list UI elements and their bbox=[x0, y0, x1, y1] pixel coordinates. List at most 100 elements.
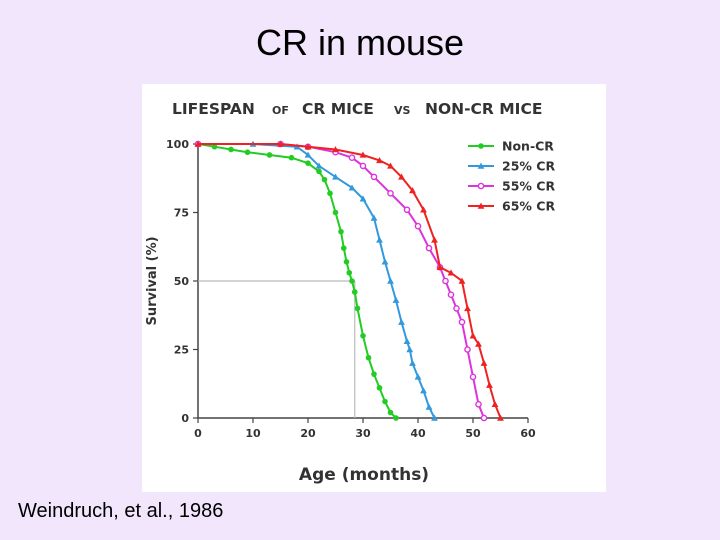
legend-marker-3 bbox=[477, 202, 485, 209]
series-0-point-17 bbox=[354, 305, 361, 312]
series-1-point-13 bbox=[398, 318, 405, 325]
x-tick-label-4: 40 bbox=[410, 427, 426, 440]
series-0-point-13 bbox=[343, 259, 350, 265]
series-3-point-10 bbox=[431, 236, 438, 243]
series-3-point-13 bbox=[458, 277, 466, 284]
legend-label-1: 25% CR bbox=[502, 159, 555, 174]
series-2-point-7 bbox=[387, 190, 394, 197]
series-3-point-17 bbox=[480, 359, 488, 366]
series-0-point-8 bbox=[321, 176, 328, 183]
series-1-point-14 bbox=[403, 337, 411, 344]
series-0 bbox=[195, 141, 399, 421]
series-0-point-21 bbox=[376, 385, 383, 391]
y-tick-label-0: 0 bbox=[181, 412, 189, 425]
series-1-point-15 bbox=[406, 346, 414, 353]
x-tick-label-3: 30 bbox=[355, 427, 371, 440]
series-1-point-11 bbox=[387, 277, 394, 284]
series-3-point-8 bbox=[409, 187, 416, 194]
citation: Weindruch, et al., 1986 bbox=[18, 500, 224, 522]
series-2-point-9 bbox=[414, 222, 422, 230]
series-1-point-4 bbox=[315, 162, 323, 169]
x-tick-label-0: 0 bbox=[194, 427, 202, 440]
y-tick-label-4: 100 bbox=[166, 138, 189, 151]
y-tick-label-3: 75 bbox=[174, 207, 189, 220]
series-0-point-7 bbox=[316, 168, 322, 175]
x-axis-label: Age (months) bbox=[299, 465, 429, 485]
y-tick-label-1: 25 bbox=[174, 344, 189, 357]
x-tick-label-6: 60 bbox=[520, 427, 536, 440]
series-0-point-6 bbox=[305, 160, 311, 166]
series-0-point-2 bbox=[228, 146, 234, 153]
series-3-point-2 bbox=[304, 143, 312, 150]
x-tick-label-5: 50 bbox=[465, 427, 481, 440]
series-3-point-15 bbox=[469, 332, 477, 339]
series-0-point-9 bbox=[327, 190, 333, 197]
series-0-point-19 bbox=[365, 354, 372, 361]
series-0-point-22 bbox=[382, 398, 388, 405]
legend-label-0: Non-CR bbox=[502, 139, 554, 154]
series-0-point-14 bbox=[346, 269, 353, 276]
series-2-point-14 bbox=[453, 305, 460, 312]
series-2-point-5 bbox=[359, 162, 367, 170]
survival-chart: LIFESPAN OF CR MICE VS NON-CR MICE 0 10 20… bbox=[145, 100, 555, 485]
series-2-point-16 bbox=[464, 346, 471, 353]
series-3-point-6 bbox=[387, 162, 394, 169]
series-3-point-20 bbox=[497, 414, 504, 421]
series-1-point-20 bbox=[431, 414, 438, 421]
legend-marker-0 bbox=[478, 143, 484, 149]
y-axis-label: Survival (%) bbox=[145, 236, 160, 325]
series-2-point-19 bbox=[480, 414, 488, 422]
series-2-point-15 bbox=[458, 318, 466, 326]
series-1-point-18 bbox=[420, 387, 427, 394]
legend-marker-1 bbox=[477, 162, 485, 169]
series-0-point-18 bbox=[360, 333, 366, 339]
x-tick-label-2: 20 bbox=[300, 427, 316, 440]
chart-title-part-3: VS bbox=[394, 104, 411, 117]
series-0-point-12 bbox=[340, 245, 347, 251]
series-2-point-6 bbox=[370, 173, 378, 181]
series-2-point-12 bbox=[442, 277, 449, 285]
series-0-point-4 bbox=[266, 152, 273, 158]
series-1-point-19 bbox=[425, 403, 433, 410]
chart-title-part-1: OF bbox=[272, 104, 289, 117]
x-tick-label-1: 10 bbox=[245, 427, 261, 440]
chart-title-part-4: NON-CR MICE bbox=[425, 100, 542, 118]
legend-label-2: 55% CR bbox=[502, 179, 555, 194]
series-0-point-3 bbox=[244, 149, 251, 156]
series-3-point-12 bbox=[447, 269, 455, 276]
series-3-point-19 bbox=[491, 400, 499, 408]
legend-marker-2 bbox=[477, 182, 485, 190]
series-0-point-10 bbox=[332, 209, 339, 216]
series-3-point-18 bbox=[486, 381, 493, 388]
series-1-point-9 bbox=[376, 236, 383, 243]
series-3-point-0 bbox=[194, 140, 202, 147]
series-0-point-5 bbox=[288, 154, 295, 161]
series-2-point-18 bbox=[475, 400, 482, 408]
series-0-point-15 bbox=[349, 278, 355, 284]
chart-title-part-2: CR MICE bbox=[302, 100, 374, 118]
series-3 bbox=[194, 140, 504, 421]
series-0-point-11 bbox=[338, 228, 344, 235]
series-2 bbox=[194, 140, 488, 422]
series-3-point-4 bbox=[359, 151, 367, 158]
series-1-point-12 bbox=[392, 296, 400, 303]
series-0-point-24 bbox=[393, 415, 399, 421]
series-1-point-5 bbox=[332, 173, 339, 180]
slide-title: CR in mouse bbox=[255, 22, 465, 63]
series-3-point-16 bbox=[475, 340, 482, 347]
series-3-point-7 bbox=[398, 173, 405, 180]
series-2-point-17 bbox=[469, 373, 477, 381]
series-1-point-6 bbox=[348, 184, 356, 191]
series-3-point-3 bbox=[332, 146, 339, 153]
series-1-point-7 bbox=[359, 195, 367, 202]
legend-label-3: 65% CR bbox=[502, 199, 555, 214]
chart-figure: LIFESPAN OF CR MICE VS NON-CR MICE 0 10 20… bbox=[142, 84, 606, 492]
series-2-point-13 bbox=[447, 291, 455, 298]
series-1-point-3 bbox=[304, 151, 312, 158]
series-0-point-23 bbox=[387, 409, 394, 416]
series-3-point-11 bbox=[436, 263, 444, 271]
chart-title-part-0: LIFESPAN bbox=[172, 100, 255, 118]
series-3-point-1 bbox=[277, 140, 284, 147]
series-1-point-10 bbox=[381, 258, 389, 265]
series-2-point-8 bbox=[403, 206, 411, 214]
